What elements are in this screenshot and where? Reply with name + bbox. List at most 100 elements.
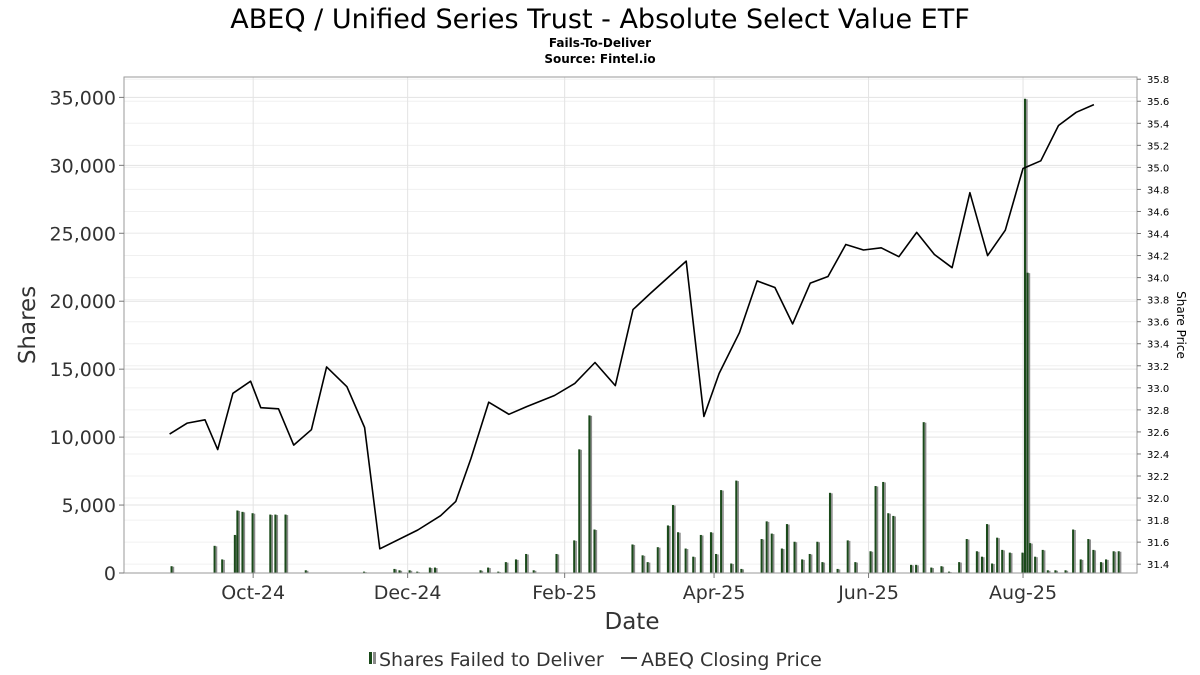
ftd-bar-shadow: [430, 568, 433, 573]
y2-tick-label: 33.0: [1147, 384, 1169, 395]
ftd-bar: [821, 562, 824, 573]
ftd-bar: [666, 525, 669, 573]
y2-tick-label: 34.6: [1147, 207, 1169, 218]
ftd-bar: [1054, 570, 1057, 573]
ftd-bar: [284, 514, 287, 573]
x-axis-ticks: Oct-24 Dec-24 Feb-25 Apr-25 Jun-25 Aug-25: [221, 573, 1057, 604]
ftd-bar-shadow: [286, 515, 289, 573]
ftd-bar: [836, 568, 839, 573]
ftd-bar-shadow: [527, 554, 529, 573]
x-tick-label: Feb-25: [532, 582, 597, 604]
ftd-bar-shadow: [575, 540, 577, 573]
ftd-bar: [487, 567, 490, 573]
ftd-bar-shadow: [818, 542, 821, 573]
chart-source: Source: Fintel.io: [544, 52, 655, 66]
ftd-bar: [656, 547, 659, 573]
ftd-bar: [715, 553, 718, 573]
ftd-bar-shadow: [772, 534, 775, 573]
ftd-bar: [985, 524, 989, 573]
y2-tick-label: 33.6: [1147, 318, 1169, 329]
ftd-bar-shadow: [223, 559, 225, 573]
ftd-bar-shadow: [506, 562, 509, 573]
legend-swatch-bars: [369, 652, 372, 664]
ftd-bar: [1008, 552, 1011, 573]
y2-tick-label: 34.2: [1147, 252, 1169, 263]
ftd-bar: [882, 481, 885, 573]
ftd-bar: [555, 553, 558, 573]
ftd-bar-shadow: [998, 538, 1000, 573]
x-tick-label: Aug-25: [989, 582, 1057, 604]
right-axis-ticks: 31.4 31.6 31.8 32.0 32.2 32.4 32.6 32.8 33.0 33.2…: [1137, 75, 1169, 571]
ftd-bar: [980, 556, 984, 573]
ftd-bar: [1046, 570, 1049, 573]
ftd-bar: [1041, 549, 1044, 573]
ftd-bar-shadow: [238, 510, 241, 573]
ftd-bar: [1029, 543, 1032, 573]
ftd-bar-shadow: [215, 546, 218, 573]
ftd-bar: [922, 422, 925, 573]
ftd-bar-shadow: [983, 557, 985, 573]
x-tick-label: Oct-24: [221, 582, 285, 604]
ftd-bar-shadow: [435, 568, 438, 573]
y-tick-label: 35,000: [50, 87, 116, 109]
y2-tick-label: 34.0: [1147, 274, 1169, 285]
ftd-bar-shadow: [767, 521, 770, 573]
ftd-bar-shadow: [884, 482, 886, 573]
legend: Shares Failed to Deliver ABEQ Closing Pr…: [369, 649, 822, 671]
y-tick-label: 0: [104, 563, 116, 585]
ftd-bar-shadow: [788, 524, 790, 573]
ftd-bar: [684, 548, 687, 573]
ftd-bar-shadow: [917, 565, 919, 573]
ftd-bar-shadow: [967, 539, 970, 573]
x-tick-label: Dec-24: [374, 582, 442, 604]
ftd-bar-shadow: [803, 559, 805, 573]
ftd-bar: [991, 563, 994, 573]
ftd-bar-shadow: [977, 551, 980, 573]
chart-subtitle: Fails-To-Deliver: [549, 36, 651, 50]
ftd-bar-shadow: [1089, 539, 1091, 573]
ftd-bar-shadow: [400, 570, 403, 573]
ftd-bar-shadow: [1094, 550, 1097, 573]
ftd-bar-shadow: [988, 524, 990, 573]
ftd-bar: [770, 533, 773, 573]
ftd-bar: [692, 556, 695, 573]
y2-axis-label: Share Price: [1174, 291, 1188, 359]
ftd-bar-shadow: [679, 532, 681, 573]
ftd-bar: [233, 534, 236, 573]
ftd-bar: [730, 563, 733, 573]
ftd-bar: [846, 540, 849, 573]
ftd-bar: [940, 566, 943, 573]
ftd-bar-shadow: [271, 515, 273, 573]
ftd-bar-shadow: [1010, 553, 1013, 573]
ftd-bar: [975, 551, 978, 573]
ftd-bar: [1021, 552, 1024, 573]
ftd-bar-shadow: [1048, 570, 1051, 573]
y2-tick-label: 35.4: [1147, 119, 1169, 130]
ftd-bar: [816, 541, 819, 573]
ftd-bar-shadow: [1056, 570, 1059, 573]
ftd-bar: [828, 492, 832, 573]
ftd-bar: [801, 559, 804, 573]
y2-tick-label: 31.6: [1147, 538, 1169, 549]
ftd-bar: [958, 562, 961, 573]
ftd-bar-shadow: [557, 554, 560, 573]
ftd-bar: [236, 510, 239, 573]
ftd-bar: [854, 562, 857, 573]
ftd-bar: [393, 568, 396, 573]
ftd-bar-shadow: [838, 569, 841, 573]
ftd-bar: [532, 570, 535, 573]
ftd-bar: [740, 568, 743, 573]
y-tick-label: 20,000: [50, 291, 116, 313]
ftd-bar-shadow: [694, 557, 696, 573]
ftd-bar: [593, 529, 596, 573]
ftd-bar: [915, 564, 918, 573]
ftd-bar: [1064, 570, 1067, 573]
left-axis-ticks: 0 5,000 10,000 15,000 20,000 25,000 30,000 35,0…: [50, 87, 124, 585]
ftd-bar: [671, 505, 675, 573]
ftd-bar-shadow: [871, 551, 874, 573]
ftd-bar: [241, 511, 244, 573]
ftd-bar: [646, 562, 649, 573]
ftd-bar: [1117, 551, 1120, 573]
y2-tick-label: 32.6: [1147, 428, 1169, 439]
ftd-bar-shadow: [633, 544, 636, 573]
